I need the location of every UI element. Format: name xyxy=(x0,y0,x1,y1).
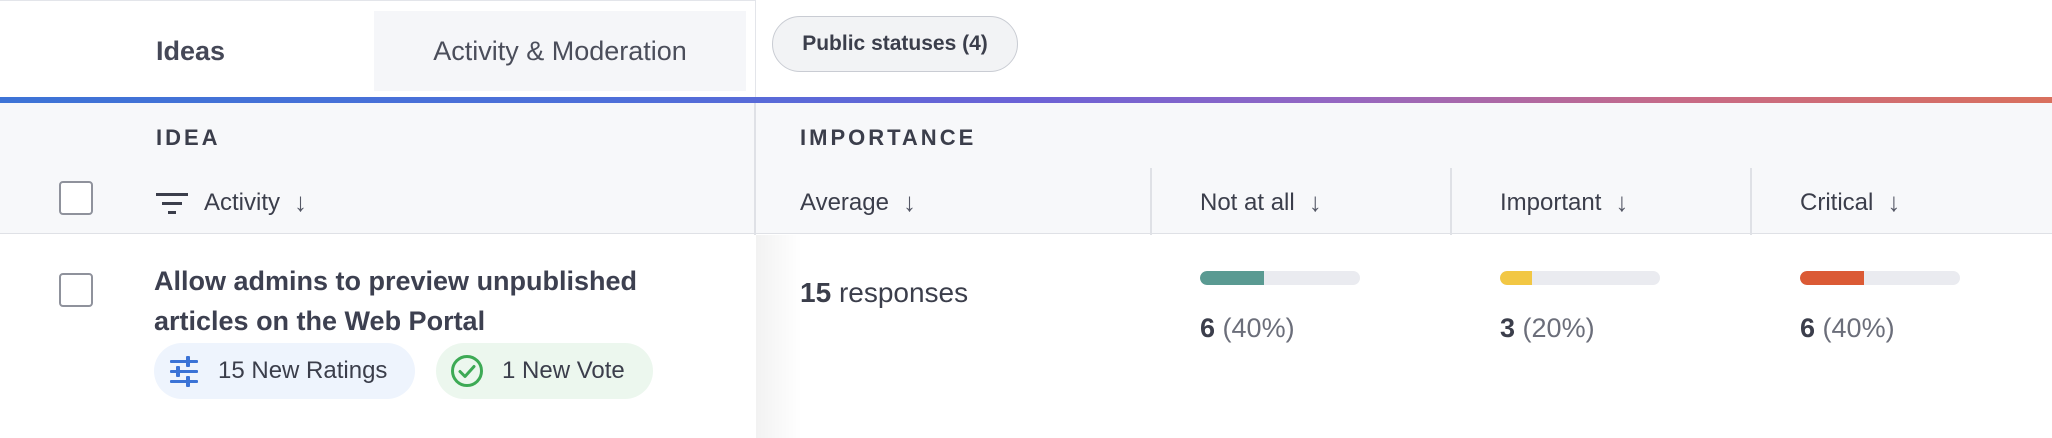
public-statuses-filter[interactable]: Public statuses (4) xyxy=(772,16,1018,72)
filter-lines-icon xyxy=(156,192,188,214)
important-bar-fill xyxy=(1500,271,1532,285)
critical-bar-fill xyxy=(1800,271,1864,285)
important-column-header[interactable]: Important ↓ xyxy=(1500,187,1628,218)
average-column-header[interactable]: Average ↓ xyxy=(800,187,916,218)
arrow-down-icon[interactable]: ↓ xyxy=(1615,187,1629,217)
count-percent: (40%) xyxy=(1222,313,1295,343)
count-number: 3 xyxy=(1500,313,1516,343)
row-column-shadow xyxy=(756,235,802,438)
table-header: IDEA IMPORTANCE Activity ↓ Average ↓ Not… xyxy=(0,103,2052,234)
arrow-down-icon[interactable]: ↓ xyxy=(1887,187,1901,217)
new-ratings-chip[interactable]: 15 New Ratings xyxy=(154,343,416,399)
important-label: Important xyxy=(1500,188,1602,216)
not-at-all-bar-fill xyxy=(1200,271,1264,285)
critical-progress-bar xyxy=(1800,271,1960,285)
activity-sort-header[interactable]: Activity ↓ xyxy=(156,187,307,218)
critical-column-header[interactable]: Critical ↓ xyxy=(1800,187,1900,218)
tab-activity-moderation[interactable]: Activity & Moderation xyxy=(374,11,746,91)
row-checkbox[interactable] xyxy=(59,273,93,307)
tab-ideas[interactable]: Ideas xyxy=(0,11,374,91)
not-at-all-column-header[interactable]: Not at all ↓ xyxy=(1200,187,1322,218)
idea-title[interactable]: Allow admins to preview unpublished arti… xyxy=(154,261,714,341)
new-ratings-label: 15 New Ratings xyxy=(218,357,388,384)
count-number: 6 xyxy=(1800,313,1816,343)
not-at-all-count: 6 (40%) xyxy=(1200,313,1295,344)
not-at-all-label: Not at all xyxy=(1200,188,1295,216)
arrow-down-icon[interactable]: ↓ xyxy=(902,187,916,217)
important-progress-bar xyxy=(1500,271,1660,285)
responses-number: 15 xyxy=(800,277,832,308)
count-percent: (40%) xyxy=(1822,313,1895,343)
importance-section-label: IMPORTANCE xyxy=(800,125,977,150)
responses-label: responses xyxy=(838,277,969,308)
count-percent: (20%) xyxy=(1522,313,1595,343)
idea-section-label: IDEA xyxy=(156,125,221,150)
average-label: Average xyxy=(800,188,889,216)
view-tabs: Ideas Activity & Moderation xyxy=(0,0,756,100)
arrow-down-icon[interactable]: ↓ xyxy=(294,187,308,217)
critical-count: 6 (40%) xyxy=(1800,313,1895,344)
critical-label: Critical xyxy=(1800,188,1874,216)
important-count: 3 (20%) xyxy=(1500,313,1595,344)
sliders-icon xyxy=(170,356,198,387)
new-vote-label: 1 New Vote xyxy=(502,357,625,384)
table-row[interactable]: Allow admins to preview unpublished arti… xyxy=(0,235,2052,438)
gradient-divider xyxy=(0,97,2052,103)
count-number: 6 xyxy=(1200,313,1216,343)
arrow-down-icon[interactable]: ↓ xyxy=(1308,187,1322,217)
not-at-all-progress-bar xyxy=(1200,271,1360,285)
responses-count: 15 responses xyxy=(800,277,968,309)
idea-title-line: Allow admins to preview unpublished xyxy=(154,266,638,296)
idea-title-line: articles on the Web Portal xyxy=(154,306,486,336)
check-circle-icon xyxy=(451,355,483,387)
select-all-checkbox[interactable] xyxy=(59,181,93,215)
new-vote-chip[interactable]: 1 New Vote xyxy=(436,343,653,399)
activity-label: Activity xyxy=(204,188,281,216)
